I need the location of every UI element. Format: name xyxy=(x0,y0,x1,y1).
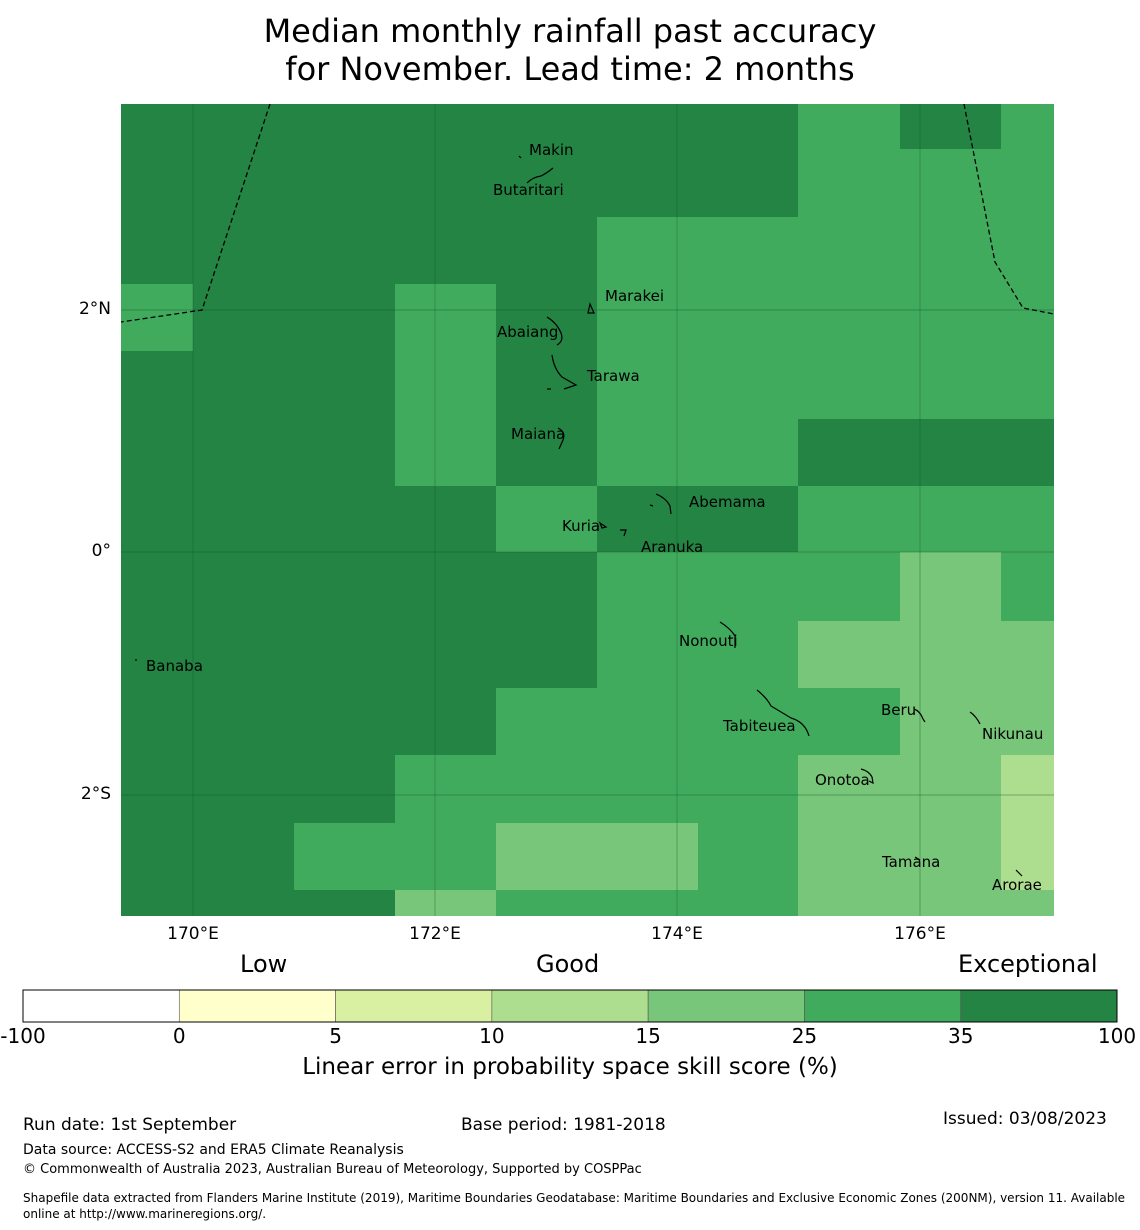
shapefile-credit-line-1: Shapefile data extracted from Flanders M… xyxy=(23,1191,1126,1205)
place-label-aranuka: Aranuka xyxy=(641,538,704,556)
lat-label-2s: 2°S xyxy=(80,784,111,804)
lat-label-0: 0° xyxy=(91,541,111,561)
place-label-abemama: Abemama xyxy=(689,493,766,511)
shapefile-credit-line-2: online at http://www.marineregions.org/. xyxy=(23,1207,267,1221)
data-source: Data source: ACCESS-S2 and ERA5 Climate … xyxy=(23,1142,404,1158)
colorbar-segment xyxy=(491,989,649,1023)
lon-label-176e: 176°E xyxy=(894,924,946,944)
place-label-nikunau: Nikunau xyxy=(982,725,1044,743)
place-label-beru: Beru xyxy=(881,701,917,719)
map-gridlines xyxy=(121,104,1054,916)
lon-label-172e: 172°E xyxy=(409,924,461,944)
base-period: Base period: 1981-2018 xyxy=(461,1115,666,1135)
place-label-kuria: Kuria xyxy=(562,517,601,535)
chart-title-line-2: for November. Lead time: 2 months xyxy=(285,50,855,88)
colorbar-tick-label: 25 xyxy=(791,1024,818,1048)
place-label-nonouti: Nonouti xyxy=(679,632,738,650)
place-label-onotoa: Onotoa xyxy=(815,771,870,789)
copyright: © Commonwealth of Australia 2023, Austra… xyxy=(23,1162,642,1177)
skill-band-25-35 xyxy=(121,104,1054,916)
colorbar-tick-label: 100 xyxy=(1097,1024,1137,1048)
colorbar-tick-label: -100 xyxy=(0,1024,46,1048)
lon-label-174e: 174°E xyxy=(651,924,703,944)
lon-label-170e: 170°E xyxy=(167,924,219,944)
island-outlines xyxy=(135,155,1023,877)
place-label-arorae: Arorae xyxy=(992,876,1042,894)
place-label-maiana: Maiana xyxy=(511,425,566,443)
colorbar-segment xyxy=(960,989,1118,1023)
colorbar-segment xyxy=(178,989,336,1023)
colorbar-segment xyxy=(804,989,962,1023)
eez-boundary xyxy=(120,103,1055,323)
colorbar-tick-label: 0 xyxy=(172,1024,186,1048)
colorbar-tick-label: 10 xyxy=(479,1024,505,1048)
category-label-good: Good xyxy=(536,950,600,978)
place-label-abaiang: Abaiang xyxy=(497,323,559,341)
colorbar-tick-label: 35 xyxy=(947,1024,974,1048)
place-label-makin: Makin xyxy=(529,141,574,159)
skill-band-15-25 xyxy=(395,552,1054,916)
run-date: Run date: 1st September xyxy=(23,1115,237,1135)
colorbar-label: Linear error in probability space skill … xyxy=(302,1054,838,1080)
place-label-butaritari: Butaritari xyxy=(493,181,564,199)
category-label-exceptional: Exceptional xyxy=(958,950,1098,978)
category-label-low: Low xyxy=(240,950,288,978)
issued-date: Issued: 03/08/2023 xyxy=(943,1109,1107,1129)
skill-band-10-15 xyxy=(1001,755,1054,890)
colorbar-tick-label: 15 xyxy=(635,1024,661,1048)
colorbar-frame xyxy=(22,989,1118,1023)
chart-title-line-1: Median monthly rainfall past accuracy xyxy=(263,12,877,50)
lat-label-2n: 2°N xyxy=(78,299,111,319)
colorbar-segment xyxy=(22,989,180,1023)
place-label-tabiteuea: Tabiteuea xyxy=(723,717,796,735)
colorbar xyxy=(22,989,1118,1023)
colorbar-segment xyxy=(647,989,805,1023)
place-label-tarawa: Tarawa xyxy=(587,367,640,385)
place-label-tamana: Tamana xyxy=(882,853,941,871)
colorbar-tick-label: 5 xyxy=(329,1024,342,1048)
colorbar-segment xyxy=(335,989,493,1023)
place-label-marakei: Marakei xyxy=(605,287,665,305)
place-label-banaba: Banaba xyxy=(146,657,203,675)
